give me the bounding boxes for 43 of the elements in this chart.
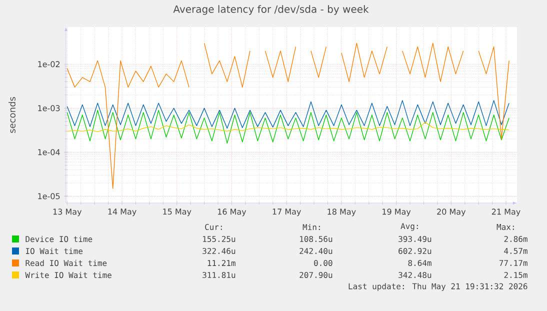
line-series bbox=[66, 110, 510, 144]
text: 77.17m bbox=[499, 260, 528, 266]
x-tick-label: 13 May bbox=[53, 208, 82, 216]
y-tick-label: 1e-04 bbox=[38, 149, 60, 156]
y-tick-label: 1e-05 bbox=[38, 193, 60, 200]
x-tick-label: 15 May bbox=[163, 208, 192, 216]
text: 8.64m bbox=[408, 260, 432, 266]
y-axis-title: seconds bbox=[8, 97, 16, 133]
text: Last update: Thu May 21 19:31:32 2026 bbox=[348, 283, 528, 291]
chart-title: Average latency for /dev/sda - by week bbox=[173, 5, 369, 15]
x-tick-label: 16 May bbox=[218, 208, 246, 216]
legend-label: Read IO Wait time bbox=[26, 260, 107, 266]
text: 342.48u bbox=[398, 272, 432, 278]
text: 602.92u bbox=[398, 248, 432, 254]
x-tick-label: 17 May bbox=[272, 208, 301, 216]
x-tick-label: 18 May bbox=[328, 208, 356, 216]
text: Avg: bbox=[400, 223, 418, 231]
text: 393.49u bbox=[398, 236, 432, 242]
x-tick-label: 14 May bbox=[108, 208, 136, 216]
text: 242.40u bbox=[300, 248, 332, 254]
text: 311.81u bbox=[202, 272, 236, 278]
text: 322.46u bbox=[202, 248, 236, 254]
y-tick-label: 1e-02 bbox=[38, 61, 60, 68]
legend-label: Device IO time bbox=[26, 236, 92, 242]
x-tick-label: 19 May bbox=[382, 208, 411, 216]
line-series bbox=[66, 100, 510, 129]
text: 207.90u bbox=[300, 272, 332, 278]
text: 11.21m bbox=[208, 260, 236, 266]
x-tick-label: 20 May bbox=[437, 208, 466, 216]
text: 155.25u bbox=[203, 236, 236, 242]
text: 0.00 bbox=[314, 260, 332, 266]
legend-label: Write IO Wait time bbox=[25, 272, 112, 278]
x-tick-label: 21 May bbox=[492, 208, 520, 216]
text: Min: bbox=[302, 224, 320, 230]
text: 4.57m bbox=[504, 248, 528, 254]
y-tick-label: 1e-03 bbox=[38, 105, 60, 112]
legend-label: IO Wait time bbox=[26, 248, 83, 254]
text: 108.56u bbox=[300, 236, 332, 242]
text: 2.15m bbox=[504, 272, 528, 278]
text: Cur: bbox=[205, 224, 222, 230]
text: 2.86m bbox=[504, 236, 528, 242]
line-series bbox=[66, 122, 510, 132]
text: Max: bbox=[496, 224, 514, 230]
